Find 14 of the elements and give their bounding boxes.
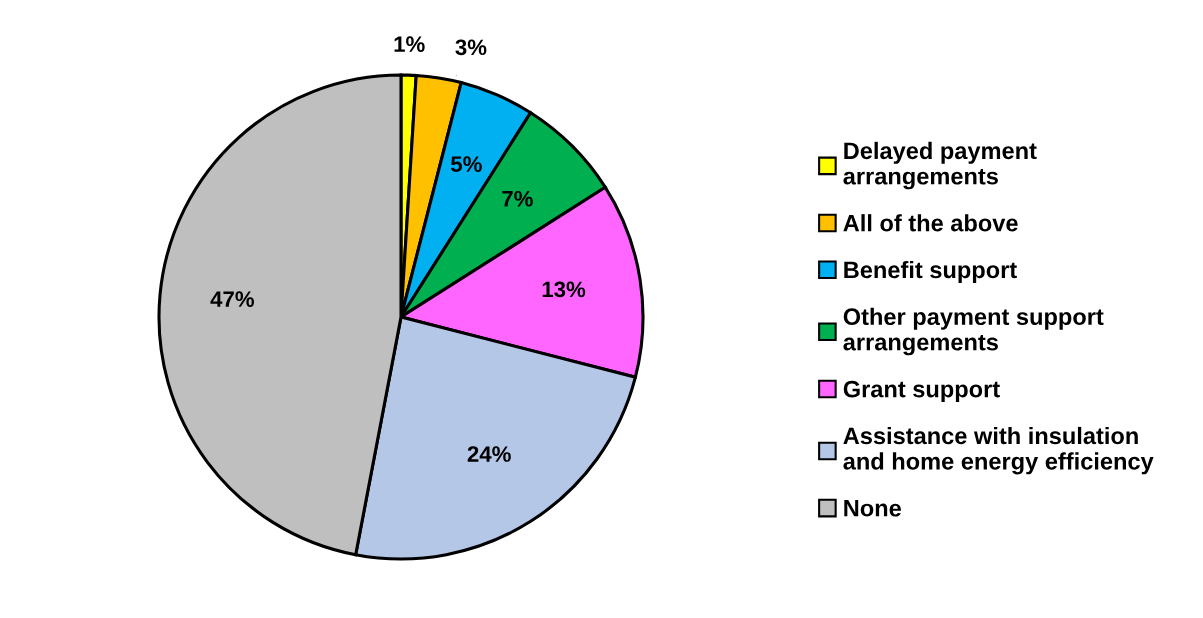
data-label: 1% <box>394 36 425 53</box>
legend-label: Delayed payment arrangements <box>843 141 1037 190</box>
data-label: 47% <box>210 291 255 307</box>
data-label: 24% <box>467 446 511 462</box>
legend-label: Grant support <box>843 380 1000 403</box>
legend-label: Assistance with insulation and home energy efficiency <box>843 426 1154 475</box>
legend-label: Other payment support arrangements <box>843 307 1104 356</box>
data-label: 13% <box>542 281 586 298</box>
legend-label: None <box>844 500 901 517</box>
data-label: 5% <box>450 156 482 172</box>
data-label: 7% <box>502 190 533 207</box>
data-label: 3% <box>455 39 487 56</box>
legend-label: Benefit support <box>844 260 1017 283</box>
legend-label: All of the above <box>843 214 1018 232</box>
